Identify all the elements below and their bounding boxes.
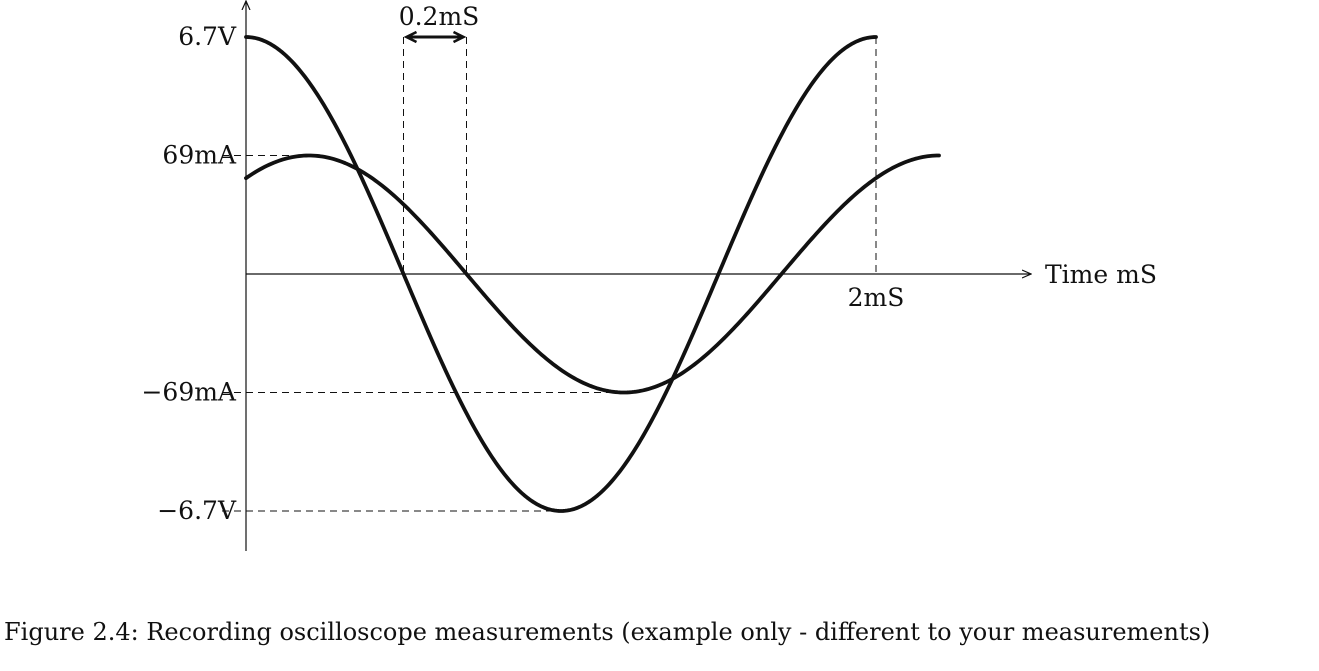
axes [246, 1, 1031, 551]
figure-caption: Figure 2.4: Recording oscilloscope measu… [4, 618, 1211, 646]
voltage-series-line [244, 35, 878, 513]
series-group [244, 35, 941, 513]
current-series-line [244, 153, 941, 395]
y-tick-label: 69mA [162, 141, 237, 170]
y-tick-label: −69mA [141, 378, 236, 407]
x-axis-title: Time mS [1045, 260, 1157, 289]
x-tick-label: 2mS [848, 283, 905, 312]
phase-shift-label: 0.2mS [399, 2, 480, 31]
y-tick-label: −6.7V [157, 496, 237, 525]
labels: 0.2mS 6.7V 69mA −69mA −6.7V 2mS Time mS [141, 2, 1156, 525]
y-tick-label: 6.7V [178, 22, 237, 51]
oscilloscope-chart: 0.2mS 6.7V 69mA −69mA −6.7V 2mS Time mS [141, 0, 1157, 551]
